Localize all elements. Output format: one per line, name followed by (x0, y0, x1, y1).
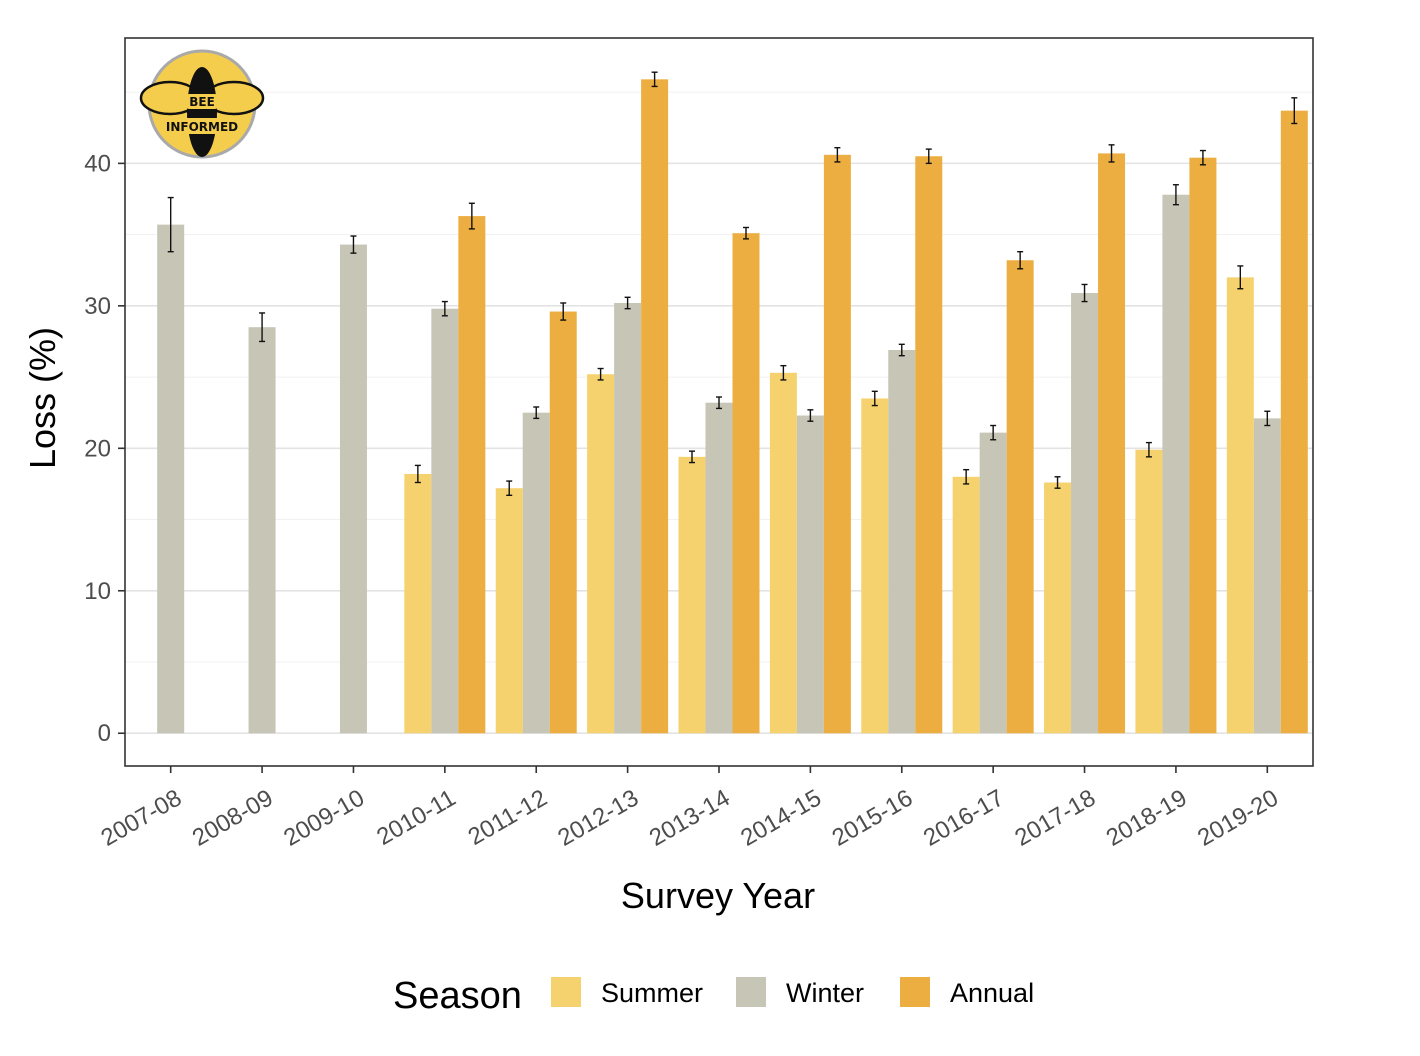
bar-summer (404, 473, 432, 734)
bar-winter (888, 350, 916, 734)
bar-winter (796, 415, 824, 734)
legend-swatch-summer (551, 977, 581, 1007)
y-tick-label: 20 (84, 435, 111, 462)
logo-stripe-upper (186, 94, 218, 109)
error-bars (167, 71, 1298, 497)
bar-summer (769, 372, 797, 734)
x-tick-label: 2007-08 (97, 784, 187, 851)
bar-annual (1280, 110, 1308, 734)
bee-informed-logo: BEE INFORMED (139, 49, 265, 159)
x-tick-label: 2019-20 (1193, 784, 1283, 851)
x-tick-label: 2012-13 (553, 784, 643, 851)
bar-annual (915, 156, 943, 734)
y-tick-label: 10 (84, 578, 111, 605)
bar-summer (1044, 482, 1072, 734)
bar-annual (732, 233, 760, 734)
logo-stripe-lower (160, 118, 244, 134)
bar-summer (952, 476, 980, 734)
bar-annual (823, 154, 851, 734)
bar-winter (705, 402, 733, 734)
x-tick-label: 2013-14 (645, 784, 735, 851)
bar-winter (979, 432, 1007, 734)
logo-text-informed: INFORMED (166, 120, 238, 134)
bar-winter (248, 327, 276, 734)
y-axis-title: Loss (%) (22, 327, 63, 469)
bar-winter (522, 412, 550, 734)
legend-label-winter: Winter (786, 978, 864, 1008)
bar-winter (431, 308, 459, 734)
legend-items: Summer Winter Annual (551, 977, 1034, 1008)
bar-winter (614, 302, 642, 734)
x-axis-title: Survey Year (621, 875, 815, 916)
bar-winter (1253, 418, 1281, 734)
bar-annual (1189, 157, 1217, 734)
y-tick-label: 0 (98, 720, 111, 747)
x-tick-label: 2015-16 (828, 784, 918, 851)
x-tick-label: 2011-12 (464, 784, 552, 851)
bar-winter (1162, 194, 1190, 734)
logo-text-bee: BEE (189, 95, 215, 109)
logo-bee-body (187, 67, 217, 157)
bar-winter (1071, 293, 1099, 734)
x-tick-label: 2016-17 (919, 784, 1009, 851)
bar-winter (157, 224, 185, 734)
bar-annual (1006, 260, 1034, 734)
legend-title: Season (393, 975, 522, 1017)
bar-annual (458, 216, 486, 734)
y-tick-label: 40 (84, 150, 111, 177)
bar-summer (1226, 277, 1254, 734)
x-tick-label: 2009-10 (279, 784, 369, 851)
bar-annual (549, 311, 577, 734)
legend-label-annual: Annual (950, 978, 1034, 1008)
bar-winter (339, 244, 367, 734)
legend-label-summer: Summer (601, 978, 703, 1008)
x-tick-label: 2018-19 (1102, 784, 1192, 851)
bar-summer (861, 398, 889, 734)
legend-swatch-winter (736, 977, 766, 1007)
x-tick-label: 2008-09 (188, 784, 278, 851)
x-tick-label: 2014-15 (736, 784, 826, 851)
bar-summer (1135, 449, 1163, 734)
legend: Season Summer Winter Annual (393, 975, 1034, 1017)
bars (157, 79, 1308, 734)
x-tick-label: 2010-11 (372, 784, 460, 851)
bar-annual (1098, 153, 1126, 734)
y-tick-label: 30 (84, 293, 111, 320)
legend-swatch-annual (900, 977, 930, 1007)
bar-annual (641, 79, 669, 734)
bar-summer (678, 456, 706, 734)
bar-summer (495, 488, 523, 734)
bar-summer (587, 374, 615, 734)
x-tick-label: 2017-18 (1010, 784, 1100, 851)
